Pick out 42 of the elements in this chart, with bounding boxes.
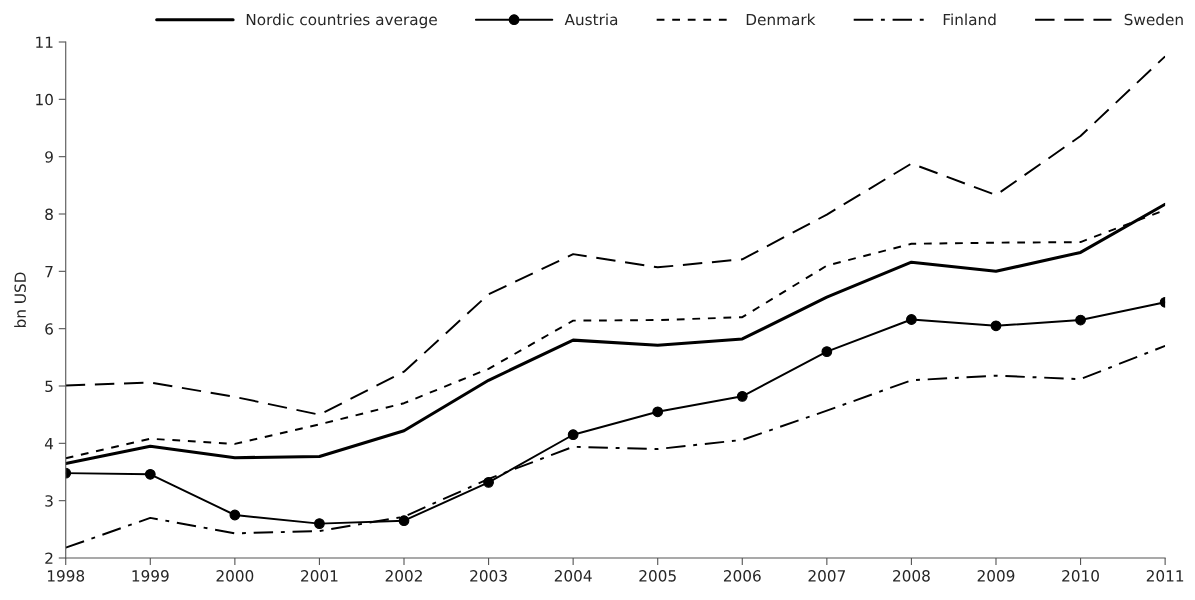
x-tick-label: 2009	[977, 570, 1015, 582]
point	[990, 320, 1002, 332]
y-tick-label: 3	[45, 495, 53, 507]
y-tick-label: 6	[45, 323, 53, 335]
x-tick-label: 1999	[132, 570, 169, 582]
x-tick-label: 2010	[1062, 570, 1099, 582]
y-tick-label: 4	[44, 438, 54, 450]
legend-label: Denmark	[746, 13, 816, 26]
y-tick-label: 7	[45, 266, 53, 278]
point	[652, 406, 664, 418]
point	[229, 509, 241, 521]
x-tick-label: 2001	[301, 570, 338, 582]
point	[144, 468, 156, 480]
x-tick-label: 2005	[639, 570, 676, 582]
line-series	[65, 55, 1166, 416]
y-tick-label: 2	[45, 552, 53, 564]
x-tick-label: 2000	[216, 570, 254, 582]
x-tick-label: 1998	[47, 570, 85, 582]
legend-label: Finland	[943, 13, 996, 26]
legend-label: Sweden	[1124, 13, 1183, 26]
legend-label: Austria	[564, 13, 618, 26]
x-tick-label: 2002	[385, 570, 422, 582]
point	[314, 518, 325, 529]
x-tick-label: 2011	[1146, 570, 1184, 582]
y-axis-title: bn USD	[14, 272, 26, 328]
point	[821, 346, 833, 357]
point	[567, 429, 579, 441]
y-tick-label: 5	[45, 380, 53, 393]
x-tick-label: 2008	[893, 570, 930, 582]
y-tick-label: 8	[45, 208, 53, 221]
y-tick-label: 9	[45, 151, 53, 163]
x-tick-label: 2003	[470, 570, 507, 582]
point	[906, 314, 917, 325]
x-tick-label: 2006	[723, 570, 761, 582]
point	[1075, 314, 1086, 326]
x-tick-label: 2004	[554, 570, 592, 582]
point	[736, 390, 748, 402]
y-tick-label: 10	[36, 93, 53, 106]
legend-label: Nordic countries average	[246, 13, 437, 29]
x-tick-label: 2007	[808, 570, 845, 582]
y-tick-label: 11	[36, 36, 53, 48]
point	[398, 515, 410, 527]
